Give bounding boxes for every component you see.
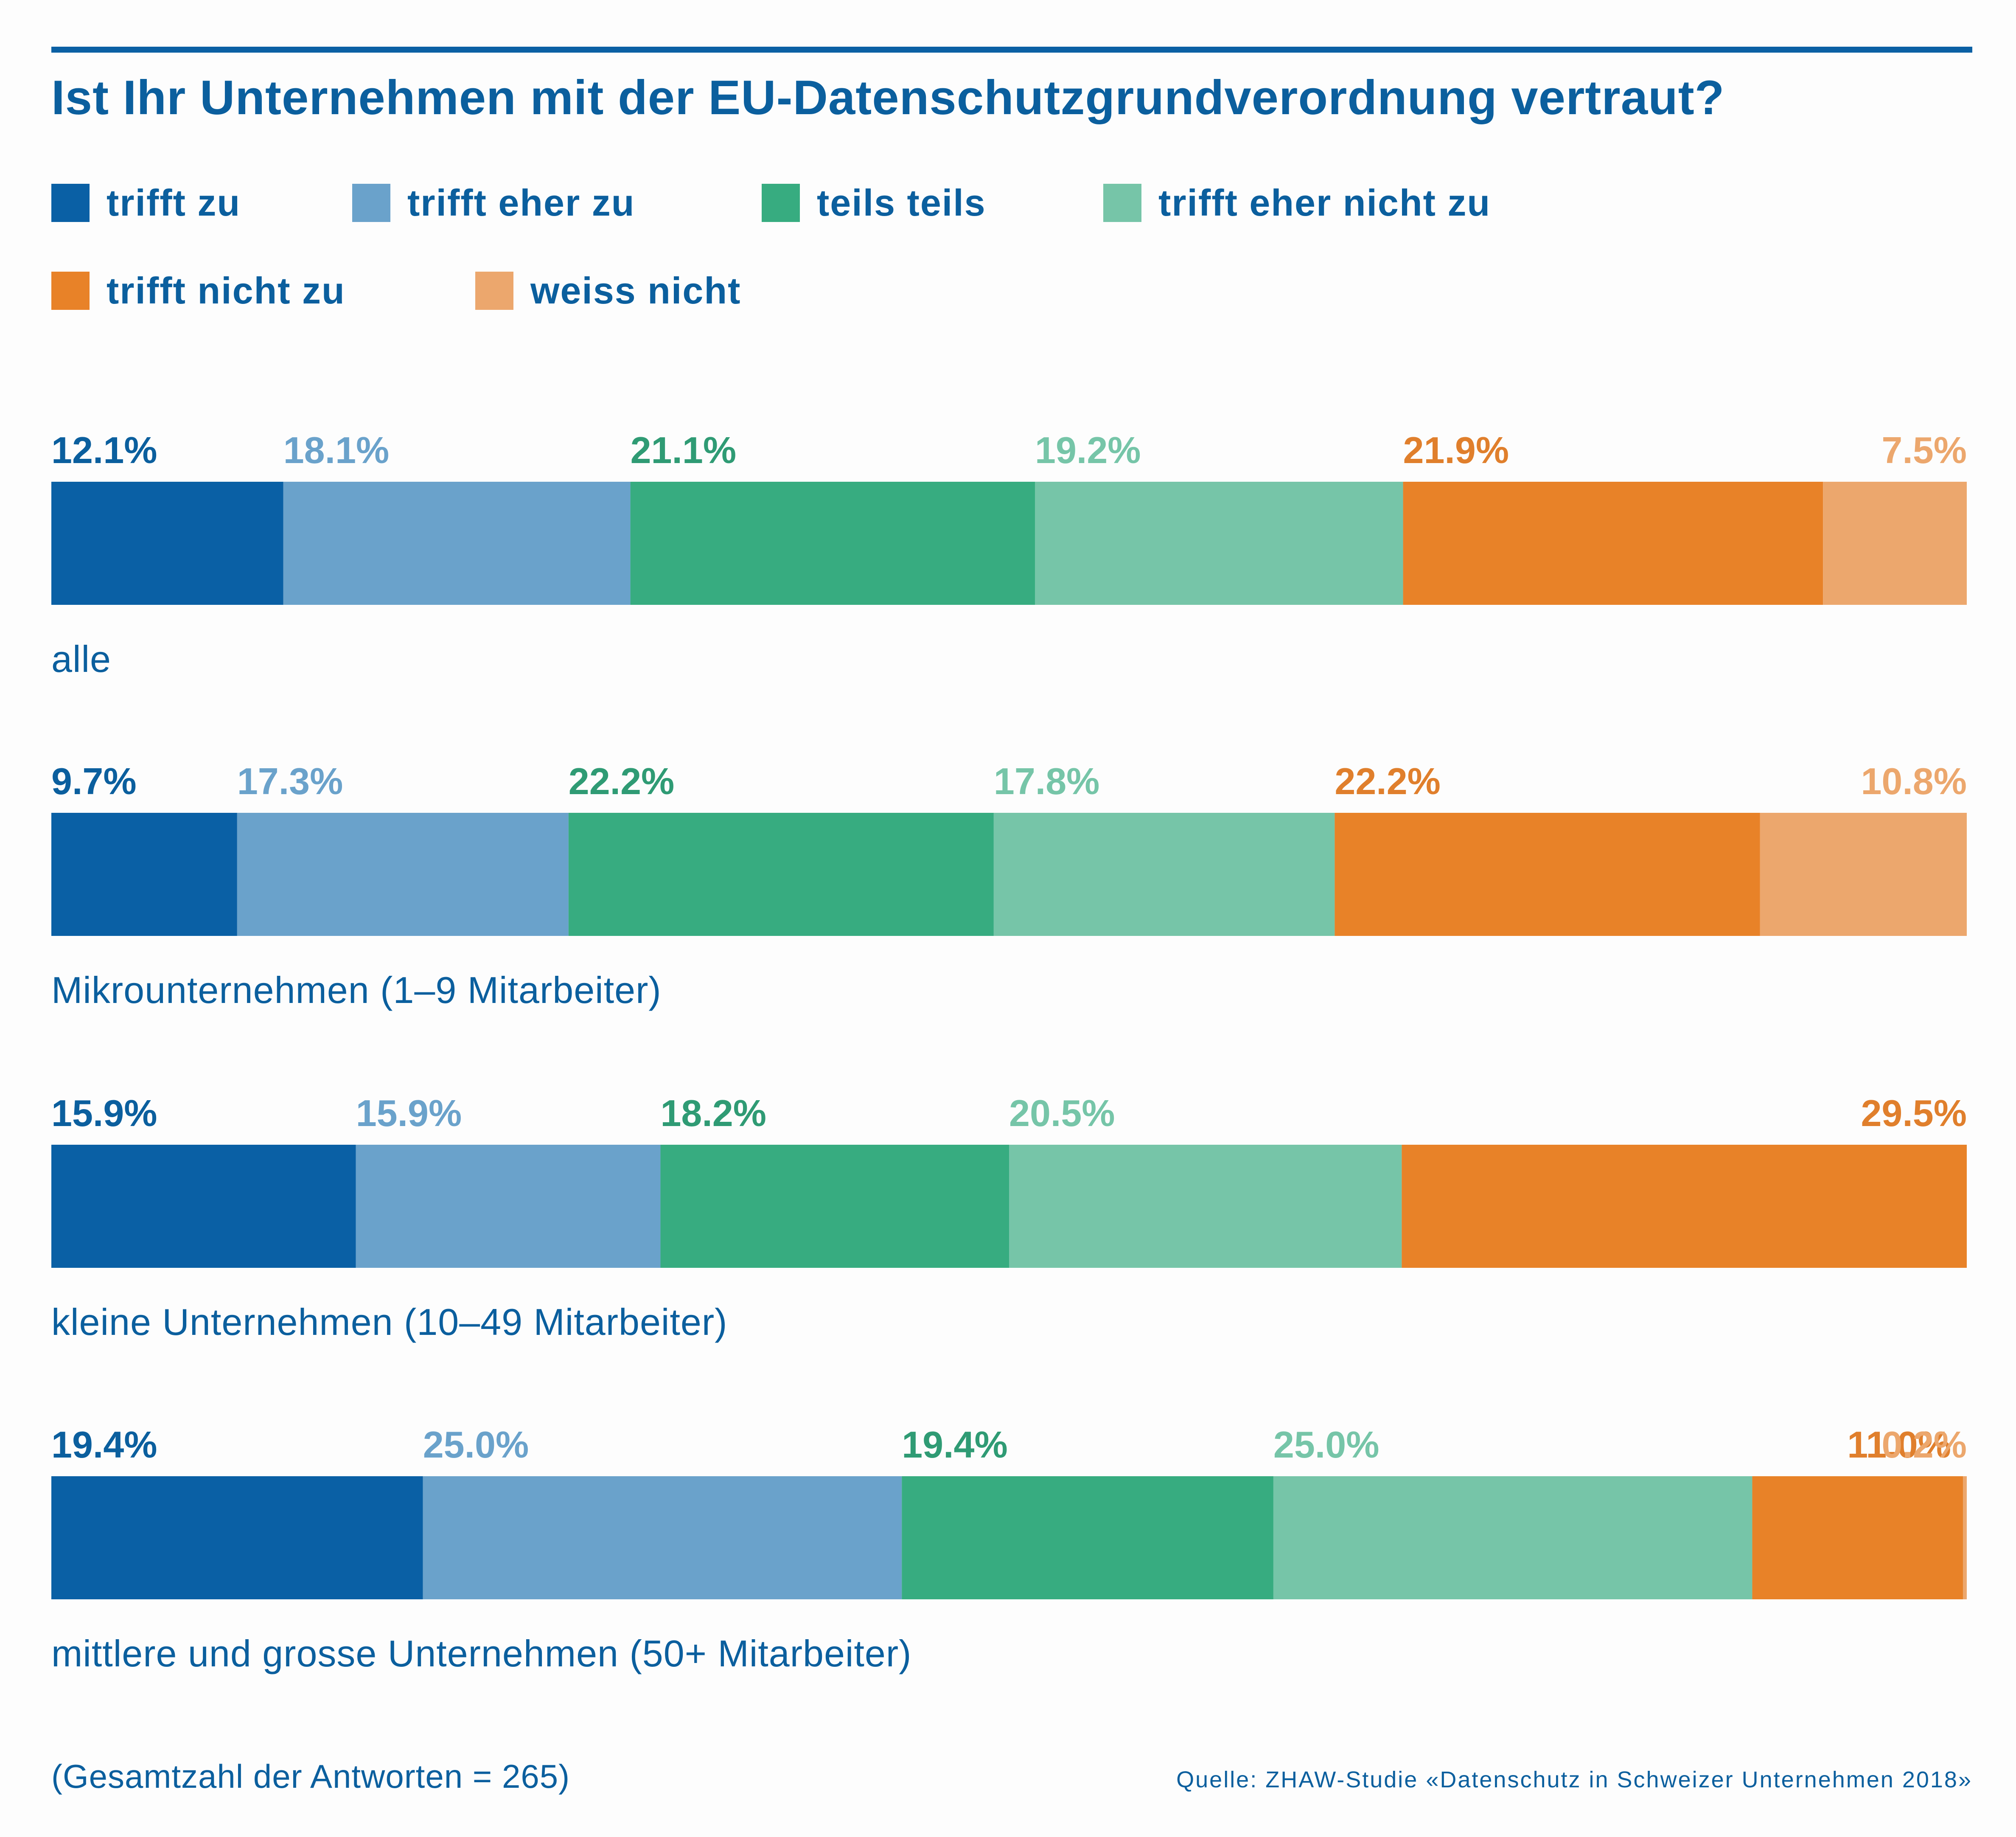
category-label: alle xyxy=(51,638,111,680)
legend-label: weiss nicht xyxy=(530,270,741,312)
legend-swatch xyxy=(352,184,390,222)
bar-segment xyxy=(51,1145,356,1268)
data-label: 12.1% xyxy=(51,429,157,471)
data-label: 17.3% xyxy=(237,760,343,802)
bar-row-mittel-gross: 19.4% 25.0% 19.4% 25.0% 11.0%0.2% mittlere un… xyxy=(51,1424,1967,1674)
legend-item-trifft-eher-zu: trifft eher zu xyxy=(352,182,635,224)
data-label: 18.2% xyxy=(660,1092,766,1134)
data-label: 25.0% xyxy=(423,1424,529,1466)
bar-segment xyxy=(1402,1145,1967,1268)
footnote: (Gesamtzahl der Antworten = 265) xyxy=(51,1758,570,1795)
legend-label: trifft zu xyxy=(107,182,241,224)
bar-segment xyxy=(1035,482,1403,605)
bar-segment xyxy=(630,482,1035,605)
bar-segment xyxy=(1760,813,1967,936)
data-label: 11.0% xyxy=(1847,1424,1951,1466)
data-label: 19.4% xyxy=(51,1424,157,1466)
bar-row-alle: 12.1% 18.1% 21.1% 19.2% 21.9% 7.5% alle xyxy=(51,429,1967,680)
legend-swatch xyxy=(475,272,513,310)
data-label: 7.5% xyxy=(1881,429,1967,471)
legend-label: trifft eher zu xyxy=(407,182,635,224)
bar-segment xyxy=(283,482,631,605)
bar-segment xyxy=(237,813,569,936)
bar-segment xyxy=(1752,1476,1963,1599)
bar-segment xyxy=(1335,813,1760,936)
bar-segment xyxy=(1273,1476,1752,1599)
data-label: 22.2% xyxy=(1335,760,1441,802)
legend-swatch xyxy=(51,272,90,310)
legend-item-trifft-eher-nicht-zu: trifft eher nicht zu xyxy=(1103,182,1491,224)
legend-item-trifft-zu: trifft zu xyxy=(51,182,241,224)
legend-swatch xyxy=(51,184,90,222)
bar-row-klein: 15.9% 15.9% 18.2% 20.5% 29.5% kleine Unterneh… xyxy=(51,1092,1967,1343)
bar-segment xyxy=(51,1476,423,1599)
data-label: 15.9% xyxy=(51,1092,157,1134)
data-label: 22.2% xyxy=(569,760,675,802)
data-label: 0.2% xyxy=(1881,1424,1967,1466)
bar-segment xyxy=(1009,1145,1402,1268)
bar-segment xyxy=(51,482,283,605)
legend-item-teils-teils: teils teils xyxy=(762,182,986,224)
source-note: Quelle: ZHAW-Studie «Datenschutz in Schw… xyxy=(1176,1767,1972,1792)
data-label: 21.1% xyxy=(631,429,737,471)
legend-item-weiss-nicht: weiss nicht xyxy=(475,270,741,312)
category-label: Mikrounternehmen (1–9 Mitarbeiter) xyxy=(51,969,662,1011)
legend-swatch xyxy=(1103,184,1141,222)
data-label: 15.9% xyxy=(356,1092,462,1134)
data-label: 17.8% xyxy=(994,760,1100,802)
data-label: 19.2% xyxy=(1035,429,1141,471)
bar-segment xyxy=(568,813,994,936)
data-label: 19.4% xyxy=(902,1424,1008,1466)
chart-title: Ist Ihr Unternehmen mit der EU-Datenschu… xyxy=(51,71,1725,125)
top-rule xyxy=(51,47,1972,53)
bar-segment xyxy=(1823,482,1967,605)
legend-swatch xyxy=(762,184,800,222)
bar-segment xyxy=(1963,1476,1967,1599)
data-label: 18.1% xyxy=(283,429,390,471)
data-label: 29.5% xyxy=(1861,1092,1967,1134)
bar-segment xyxy=(660,1145,1009,1268)
legend-item-trifft-nicht-zu: trifft nicht zu xyxy=(51,270,345,312)
bar-segment xyxy=(51,813,237,936)
bar-segment xyxy=(1403,482,1823,605)
data-label: 21.9% xyxy=(1403,429,1509,471)
data-label: 9.7% xyxy=(51,760,137,802)
bar-segment xyxy=(902,1476,1273,1599)
category-label: kleine Unternehmen (10–49 Mitarbeiter) xyxy=(51,1301,727,1343)
legend-label: teils teils xyxy=(817,182,986,224)
category-label: mittlere und grosse Unternehmen (50+ Mit… xyxy=(51,1632,911,1674)
bar-segment xyxy=(993,813,1335,936)
bar-row-mikro: 9.7% 17.3% 22.2% 17.8% 22.2% 10.8% Mikrountern… xyxy=(51,760,1967,1011)
data-label: 20.5% xyxy=(1009,1092,1115,1134)
bar-segment xyxy=(356,1145,661,1268)
legend-label: trifft eher nicht zu xyxy=(1158,182,1491,224)
bar-segment xyxy=(423,1476,902,1599)
data-label: 25.0% xyxy=(1273,1424,1380,1466)
data-label: 10.8% xyxy=(1861,760,1967,802)
legend-label: trifft nicht zu xyxy=(107,270,345,312)
